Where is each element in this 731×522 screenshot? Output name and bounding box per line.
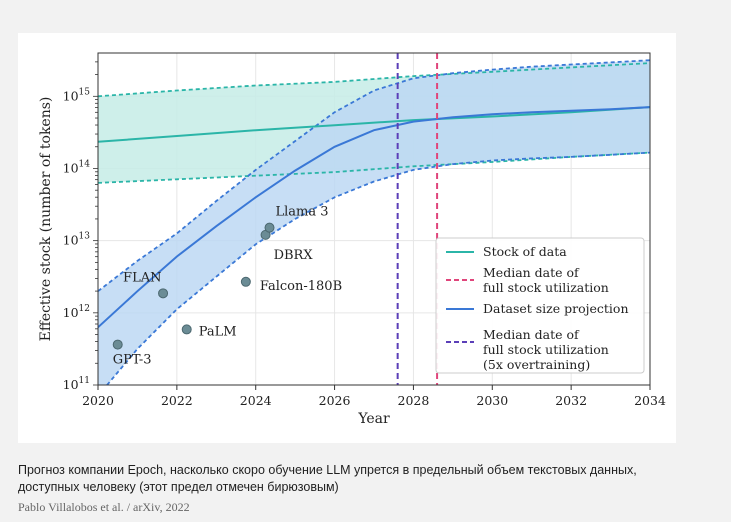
y-tick-label: 1012 [63, 304, 90, 320]
point-palm [181, 324, 192, 335]
y-tick-exponent: 11 [79, 376, 90, 386]
dataset-projection-line [98, 106, 650, 329]
x-tick-label: 2030 [476, 393, 508, 408]
stock-of-data-line [98, 106, 650, 143]
y-tick-label: 1013 [63, 232, 91, 248]
legend-label-0: Stock of data [483, 244, 567, 259]
point-label-llama-3: Llama 3 [276, 205, 329, 220]
legend-box [435, 237, 645, 374]
y-tick-exponent: 14 [79, 159, 91, 169]
y-tick-base: 10 [63, 88, 79, 103]
x-tick-label: 2022 [161, 393, 193, 408]
y-tick-exponent: 13 [79, 232, 91, 242]
plot-area [98, 53, 650, 385]
projection-upper-bound-line [98, 59, 650, 292]
legend-label-line: full stock utilization [483, 280, 609, 295]
legend-label-line: full stock utilization [483, 342, 609, 357]
x-tick-label: 2024 [240, 393, 272, 408]
x-tick-label: 2026 [319, 393, 351, 408]
legend-label-3: Median date of full stock utilization (5x … [483, 327, 609, 372]
figure-card: GPT-3 FLAN PaLM Falcon-180B DBRX Llama 3 2020 2… [18, 33, 676, 443]
y-tick-label: 1015 [63, 87, 91, 103]
projection-band [98, 60, 650, 385]
x-tick-label: 2020 [82, 393, 114, 408]
y-tick-base: 10 [63, 233, 79, 248]
y-tick-base: 10 [63, 377, 79, 392]
model-points: GPT-3 FLAN PaLM Falcon-180B DBRX Llama 3 [112, 205, 342, 368]
y-tick-label: 1014 [63, 159, 91, 175]
y-tick-base: 10 [63, 160, 79, 175]
point-gpt-3 [112, 339, 123, 350]
y-axis-label: Effective stock (number of tokens) [38, 97, 54, 342]
legend-label-2: Dataset size projection [483, 301, 629, 316]
figure-caption: Прогноз компании Epoch, насколько скоро … [18, 463, 637, 494]
x-axis: 2020 2022 2024 2026 2028 2030 2032 2034 Year [82, 385, 666, 427]
stock-upper-bound-line [98, 62, 650, 98]
x-axis-label: Year [357, 411, 390, 427]
legend-label-1: Median date of full stock utilization [483, 265, 609, 295]
legend-label-line: Median date of [483, 327, 580, 342]
legend-label-line: Stock of data [483, 244, 567, 259]
legend-label-line: (5x overtraining) [483, 357, 590, 372]
x-tick-label: 2032 [555, 393, 587, 408]
figure-credit: Pablo Villalobos et al. / arXiv, 2022 [18, 500, 190, 514]
projection-lower-bound-line [105, 151, 650, 385]
legend-label-line: Dataset size projection [483, 301, 629, 316]
legend-label-line: Median date of [483, 265, 580, 280]
y-tick-base: 10 [63, 305, 79, 320]
point-label-dbrx: DBRX [274, 248, 314, 263]
point-label-palm: PaLM [199, 324, 237, 339]
point-falcon-180b [240, 276, 251, 287]
y-tick-exponent: 15 [79, 87, 91, 97]
y-tick-label: 1011 [63, 376, 90, 392]
overlap-band-tint [98, 60, 650, 385]
x-tick-label: 2028 [398, 393, 430, 408]
x-tick-label: 2034 [634, 393, 666, 408]
point-label-falcon-180b: Falcon-180B [260, 279, 342, 294]
point-label-flan: FLAN [123, 270, 161, 285]
point-label-gpt-3: GPT-3 [113, 353, 152, 368]
y-tick-exponent: 12 [79, 304, 90, 314]
point-llama-3 [264, 222, 275, 233]
stock-lower-bound-line [98, 151, 650, 184]
point-flan [158, 288, 169, 299]
